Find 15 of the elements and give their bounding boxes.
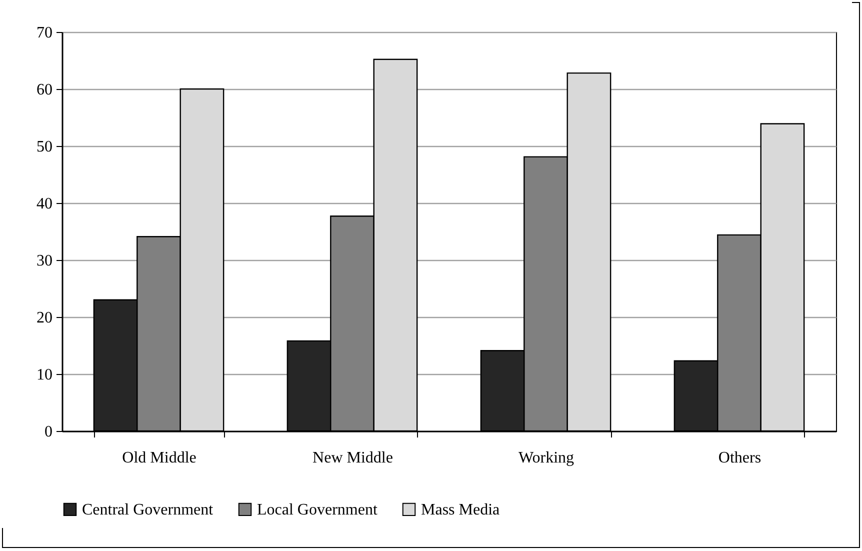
legend-label: Mass Media: [421, 501, 500, 518]
y-tick-label: 50: [36, 138, 52, 156]
y-tick-label: 0: [44, 424, 52, 440]
legend-label: Central Government: [82, 501, 214, 518]
y-tick-label: 30: [36, 252, 52, 270]
y-tick-label: 70: [36, 24, 52, 42]
x-tick-label: Old Middle: [122, 450, 196, 466]
x-tick-label: Working: [518, 450, 574, 466]
y-tick-label: 20: [36, 310, 52, 326]
x-tick-label: Others: [718, 450, 762, 466]
y-tick-label: 10: [36, 366, 52, 384]
x-tick-label: New Middle: [312, 450, 393, 466]
y-tick-label: 40: [36, 196, 52, 212]
y-tick-label: 60: [36, 82, 52, 98]
legend-label: Local Government: [257, 501, 378, 518]
